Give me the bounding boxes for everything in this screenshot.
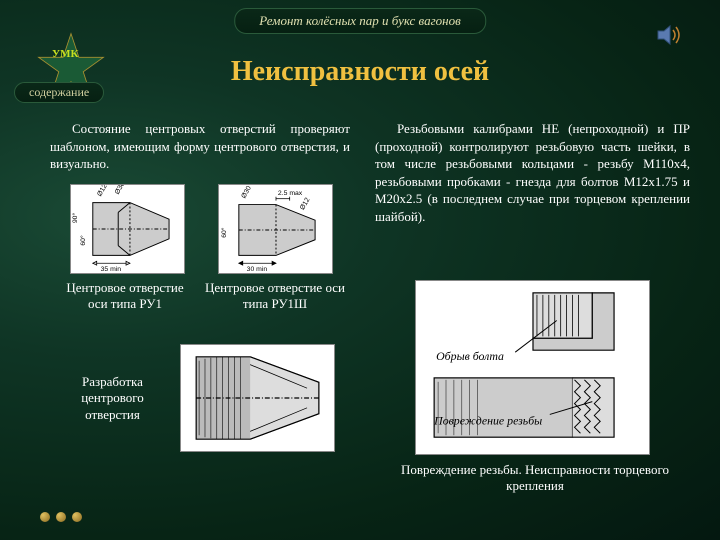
dim-angle1: 90°	[71, 213, 79, 224]
caption-thread: Повреждение резьбы. Неисправности торцев…	[395, 462, 675, 495]
page-title: Неисправности осей	[0, 56, 720, 88]
dim-lenb: 30 min	[247, 266, 268, 273]
contents-link[interactable]: содержание	[14, 82, 104, 103]
caption-ru1: Центровое отверстие оси типа РУ1	[60, 280, 190, 313]
dim-d1: Ø12	[96, 185, 109, 198]
course-banner: Ремонт колёсных пар и букс вагонов	[234, 8, 486, 34]
dim-d2b: Ø12	[299, 197, 312, 212]
figure-center-hole-ru1sh: 2.5 max 60° Ø30 Ø12 30 min	[218, 184, 333, 274]
speaker-icon[interactable]	[656, 24, 684, 51]
dim-angle2: 60°	[79, 235, 87, 246]
dim-len: 35 min	[101, 266, 122, 273]
nav-dot[interactable]	[56, 512, 66, 522]
nav-dot[interactable]	[72, 512, 82, 522]
label-bolt-break: Обрыв болта	[436, 349, 504, 363]
nav-dot[interactable]	[40, 512, 50, 522]
caption-ru1sh: Центровое отверстие оси типа РУ1Ш	[205, 280, 345, 313]
dim-angle: 60°	[220, 227, 228, 238]
paragraph-right: Резьбовыми калибрами НЕ (непроходной) и …	[375, 120, 690, 225]
dim-d1b: Ø30	[240, 185, 253, 200]
figure-worn-center-hole	[180, 344, 335, 452]
dim-d2: Ø36.6	[114, 185, 129, 196]
paragraph-left: Состояние центровых отверстий проверяют …	[50, 120, 350, 173]
dim-top: 2.5 max	[278, 190, 303, 197]
nav-dots[interactable]	[40, 512, 82, 522]
umk-label: УМК	[52, 48, 78, 60]
figure-thread-damage: Обрыв болта Повреждение резьбы	[415, 280, 650, 455]
label-thread-damage: Повреждение резьбы	[433, 413, 542, 427]
figure-center-hole-ru1: 90° 60° Ø12 Ø36.6 35 min	[70, 184, 185, 274]
caption-worn: Разработка центрового отверстия	[55, 374, 170, 423]
